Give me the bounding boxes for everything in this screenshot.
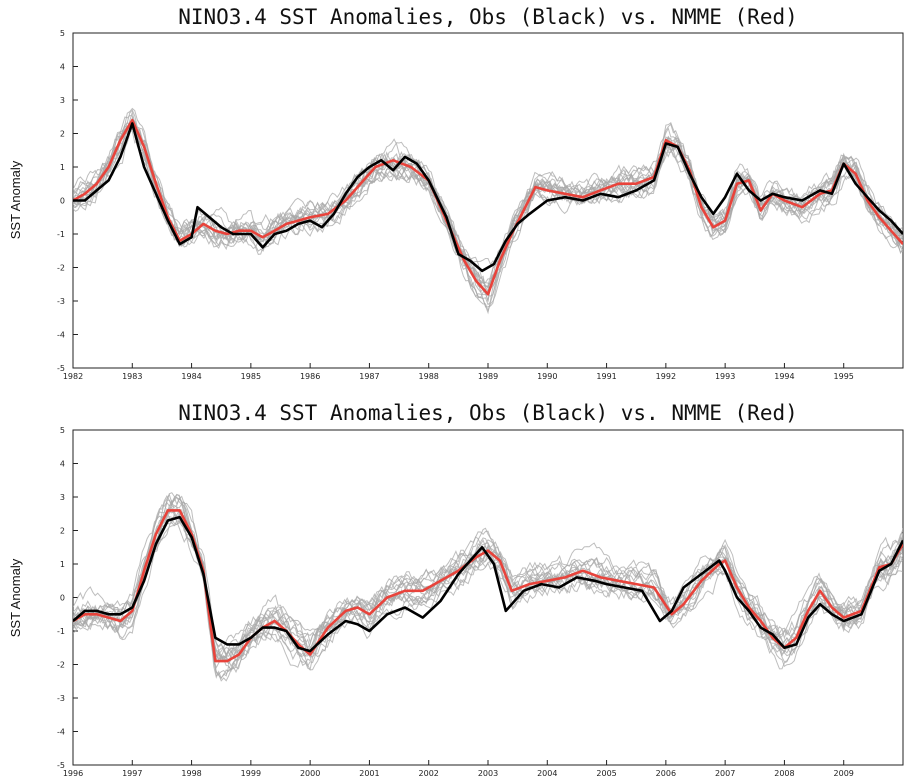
top-y-axis-label: SST Anomaly [8,160,23,239]
x-tick-label: 1994 [774,372,794,381]
x-tick-label: 1989 [478,372,498,381]
y-tick-label: -5 [57,761,65,770]
x-tick-label: 2004 [537,769,557,778]
y-tick-label: -5 [57,364,65,373]
ensemble-member-line [73,118,903,315]
y-tick-label: 0 [60,197,65,206]
ensemble-member-line [73,118,903,303]
obs-series-line [73,122,903,273]
x-tick-label: 2002 [419,769,439,778]
y-tick-label: 3 [60,493,65,502]
y-tick-label: 4 [60,460,65,469]
obs-series-line [73,515,903,653]
y-tick-label: -2 [57,264,65,273]
x-tick-label: 2005 [596,769,616,778]
nmme-series-line [73,118,903,296]
y-tick-label: -4 [57,728,65,737]
x-tick-label: 1992 [656,372,676,381]
y-tick-label: -2 [57,661,65,670]
y-tick-label: 1 [60,163,65,172]
y-tick-label: 5 [60,29,65,38]
nmme-series-line [73,509,903,663]
top-panel: NINO3.4 SST Anomalies, Obs (Black) vs. N… [8,5,904,381]
plot-area [73,492,903,682]
ensemble-member-line [73,510,903,682]
x-tick-label: 2007 [715,769,735,778]
y-tick-label: 0 [60,594,65,603]
bottom-chart-title: NINO3.4 SST Anomalies, Obs (Black) vs. N… [178,401,798,425]
x-tick-label: 1985 [241,372,261,381]
x-tick-label: 1991 [596,372,616,381]
y-tick-label: 1 [60,560,65,569]
x-tick-label: 1999 [241,769,261,778]
ensemble-members [73,492,903,682]
x-tick-label: 1983 [122,372,142,381]
x-tick-label: 1993 [715,372,735,381]
y-tick-label: -1 [57,230,65,239]
y-tick-label: 5 [60,426,65,435]
plot-area [73,107,903,315]
x-tick-label: 2003 [478,769,498,778]
bottom-y-axis-label: SST Anomaly [8,558,23,637]
x-tick-label: 2001 [359,769,379,778]
x-tick-label: 1997 [122,769,142,778]
ensemble-member-line [73,116,903,298]
x-tick-label: 1984 [181,372,201,381]
x-tick-label: 2006 [656,769,676,778]
x-tick-label: 2000 [300,769,320,778]
x-tick-label: 2008 [774,769,794,778]
y-tick-label: 2 [60,130,65,139]
x-tick-label: 1986 [300,372,320,381]
y-tick-label: 3 [60,96,65,105]
x-tick-label: 1987 [359,372,379,381]
y-tick-label: 2 [60,527,65,536]
top-chart-title: NINO3.4 SST Anomalies, Obs (Black) vs. N… [178,5,798,29]
ensemble-member-line [73,107,903,288]
x-tick-label: 1988 [419,372,439,381]
plot-frame [72,429,904,766]
x-tick-label: 1982 [63,372,83,381]
y-tick-label: -3 [57,694,65,703]
y-tick-label: -4 [57,331,65,340]
x-tick-label: 1995 [834,372,854,381]
y-tick-label: -1 [57,627,65,636]
x-tick-label: 1990 [537,372,557,381]
x-tick-label: 1998 [181,769,201,778]
x-tick-label: 1996 [63,769,83,778]
ensemble-member-line [73,130,903,306]
y-tick-label: 4 [60,63,65,72]
bottom-panel: NINO3.4 SST Anomalies, Obs (Black) vs. N… [8,401,904,778]
ensemble-member-line [73,128,903,289]
x-tick-label: 2009 [834,769,854,778]
y-tick-label: -3 [57,297,65,306]
